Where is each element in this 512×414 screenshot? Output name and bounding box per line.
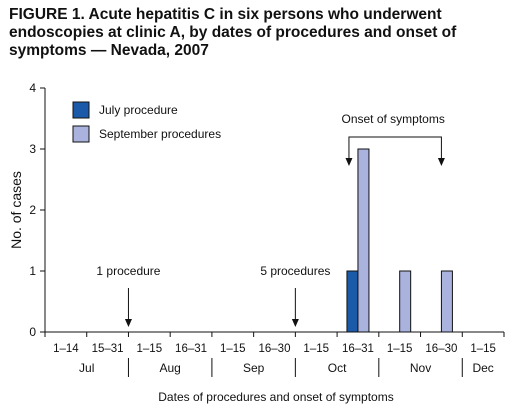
month-label: Aug (160, 361, 181, 375)
arrow-head (124, 319, 132, 327)
legend-swatch (72, 125, 90, 143)
legend: July procedure September procedures (72, 101, 221, 143)
bar (399, 270, 412, 333)
y-tick-label: 1 (29, 264, 36, 278)
arrow-head (437, 158, 445, 166)
y-tick-label: 2 (29, 203, 36, 217)
x-tick-label: 16–30 (259, 343, 291, 355)
x-tick-label: 1–15 (137, 343, 163, 355)
x-tick-label: 1–15 (220, 343, 246, 355)
legend-label: July procedure (99, 103, 178, 117)
x-tick-label: 16–30 (425, 343, 457, 355)
annotations: 1 procedure 5 procedures Onset of symptoms (96, 112, 445, 327)
arrow-head (291, 319, 299, 327)
bar (346, 270, 359, 333)
month-label: Jul (79, 361, 94, 375)
x-axis-label: Dates of procedures and onset of symptom… (158, 390, 393, 404)
x-tick-label: 16–31 (342, 343, 374, 355)
x-tick-label: 16–31 (175, 343, 207, 355)
bars (346, 148, 453, 333)
x-axis: 1–14 15–31 1–15 16–31 1–15 16–30 1–15 16–31 1–15… (44, 331, 505, 377)
y-tick-label: 0 (29, 325, 36, 339)
bar (440, 270, 453, 333)
month-label: Dec (472, 361, 493, 375)
month-label: Sep (243, 361, 265, 375)
legend-label: September procedures (99, 127, 221, 141)
y-tick-label: 4 (29, 81, 36, 95)
month-label: Oct (328, 361, 347, 375)
bar (357, 148, 370, 333)
legend-swatch (72, 101, 90, 119)
arrow-head (345, 158, 353, 166)
x-tick-label: 1–15 (303, 343, 329, 355)
month-label: Nov (410, 361, 431, 375)
x-tick-label: 1–14 (53, 343, 79, 355)
x-tick-label: 15–31 (92, 343, 124, 355)
x-tick-label: 1–15 (470, 343, 496, 355)
annotation-label: 5 procedures (260, 264, 330, 278)
y-axis: 0 1 2 3 4 (29, 81, 46, 339)
y-axis-label: No. of cases (8, 171, 24, 249)
chart-title: FIGURE 1. Acute hepatitis C in six perso… (9, 6, 457, 59)
x-tick-label: 1–15 (387, 343, 413, 355)
annotation-bracket (348, 136, 442, 158)
annotation-label: 1 procedure (96, 264, 160, 278)
annotation-label: Onset of symptoms (341, 112, 444, 126)
y-tick-label: 3 (29, 142, 36, 156)
